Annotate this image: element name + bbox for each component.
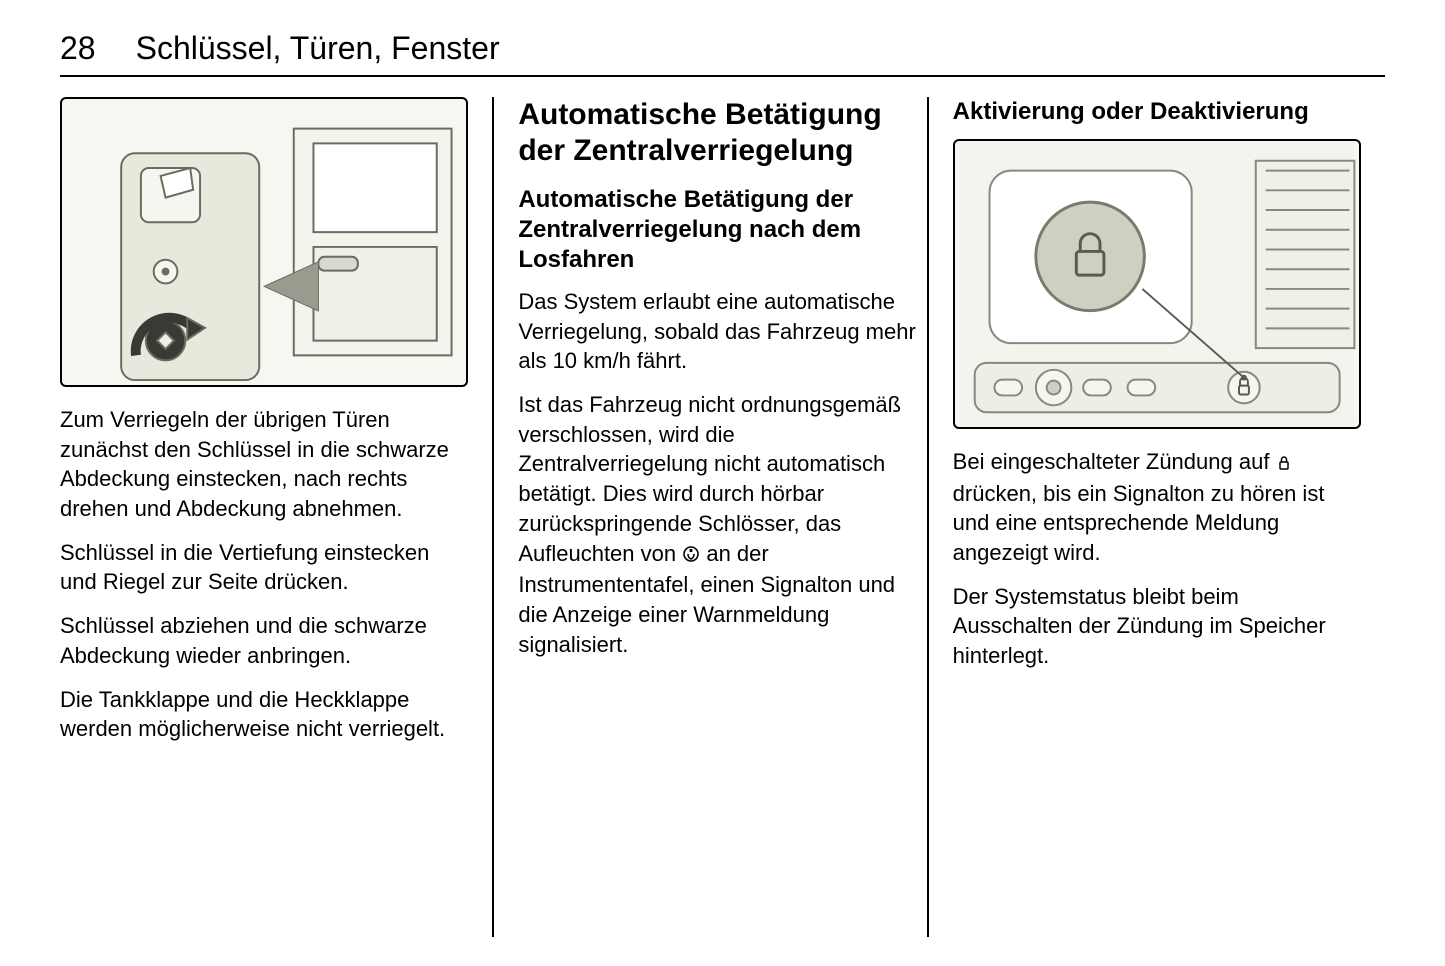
text-run: drücken, bis ein Signalton zu hören ist …	[953, 481, 1325, 565]
subsection-heading: Aktivierung oder Deaktivierung	[953, 97, 1361, 127]
manual-page: 28 Schlüssel, Türen, Fenster	[0, 0, 1445, 966]
column-1: Zum Verriegeln der übrigen Türen zunächs…	[60, 97, 492, 937]
paragraph: Ist das Fahrzeug nicht ordnungsgemäß ver…	[518, 390, 926, 659]
content-columns: Zum Verriegeln der übrigen Türen zunächs…	[60, 97, 1385, 937]
warning-indicator-icon	[682, 541, 700, 571]
paragraph: Der Systemstatus bleibt beim Ausschalten…	[953, 582, 1361, 671]
text-run: Ist das Fahrzeug nicht ordnungsgemäß ver…	[518, 392, 901, 565]
chapter-title: Schlüssel, Türen, Fenster	[136, 30, 500, 67]
page-number: 28	[60, 30, 96, 67]
paragraph: Schlüssel in die Vertiefung einstecken u…	[60, 538, 468, 597]
page-header: 28 Schlüssel, Türen, Fenster	[60, 30, 1385, 77]
section-heading: Automatische Betätigung der Zentralverri…	[518, 97, 926, 169]
subsection-heading: Automatische Betätigung der Zentralverri…	[518, 185, 926, 275]
figure-dashboard-lock-button	[953, 139, 1361, 429]
paragraph: Die Tankklappe und die Heckklappe werden…	[60, 685, 468, 744]
paragraph: Bei eingeschalteter Zündung auf drücken,…	[953, 447, 1361, 568]
figure-door-lock-cover	[60, 97, 468, 387]
paragraph: Zum Verriegeln der übrigen Türen zunächs…	[60, 405, 468, 524]
paragraph: Schlüssel abziehen und die schwarze Abde…	[60, 611, 468, 670]
lock-button-icon	[1276, 449, 1292, 479]
column-2: Automatische Betätigung der Zentralverri…	[494, 97, 926, 937]
column-3: Aktivierung oder Deaktivierung	[929, 97, 1385, 937]
text-run: Bei eingeschalteter Zündung auf	[953, 449, 1276, 474]
paragraph: Das System erlaubt eine automatische Ver…	[518, 287, 926, 376]
